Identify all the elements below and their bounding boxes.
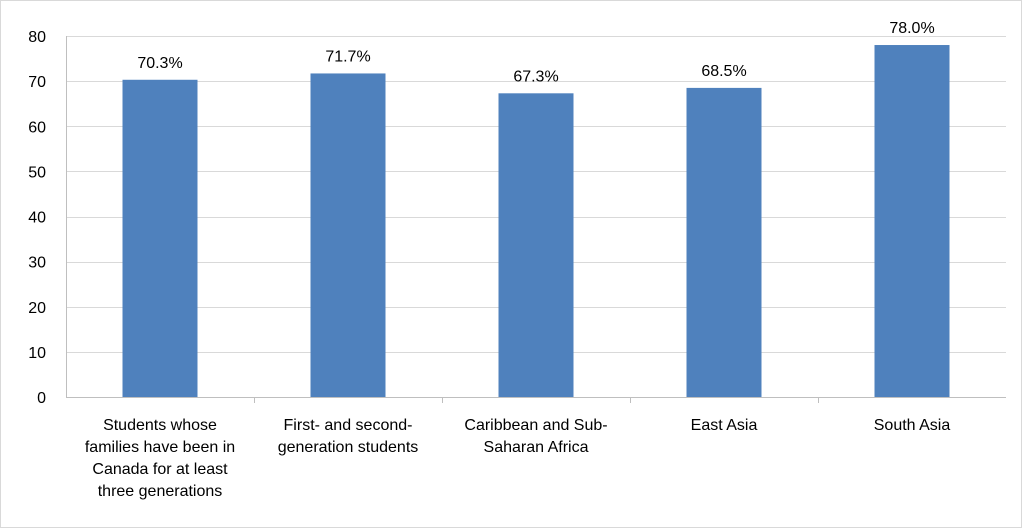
data-label: 68.5% bbox=[701, 63, 746, 80]
x-category-label-line: East Asia bbox=[691, 417, 758, 434]
x-category-label-line: Students whose bbox=[103, 417, 217, 434]
data-label: 78.0% bbox=[889, 20, 934, 37]
x-category-label-line: generation students bbox=[278, 439, 419, 456]
x-axis-categories: Students whose families have been in Canad… bbox=[85, 417, 951, 500]
x-category-label: South Asia bbox=[874, 417, 951, 434]
data-label: 71.7% bbox=[325, 48, 370, 65]
y-tick-label: 0 bbox=[37, 390, 46, 407]
bars bbox=[122, 45, 950, 398]
y-tick-label: 40 bbox=[28, 210, 46, 227]
axes bbox=[66, 36, 1006, 403]
y-tick-label: 30 bbox=[28, 255, 46, 272]
bar bbox=[122, 79, 198, 398]
x-category-label: First- and second-generation students bbox=[278, 417, 419, 456]
x-category-label-line: three generations bbox=[98, 483, 223, 500]
x-category-label-line: South Asia bbox=[874, 417, 951, 434]
y-tick-label: 70 bbox=[28, 74, 46, 91]
x-category-label: Caribbean and Sub- Saharan Africa bbox=[464, 417, 607, 456]
x-category-label: Students whose families have been in Canad… bbox=[85, 417, 235, 500]
bar bbox=[498, 93, 574, 397]
y-tick-label: 10 bbox=[28, 345, 46, 362]
x-category-label-line: families have been in bbox=[85, 439, 235, 456]
y-tick-label: 80 bbox=[28, 29, 46, 46]
x-category-label: East Asia bbox=[691, 417, 758, 434]
bar bbox=[686, 87, 762, 398]
bar bbox=[310, 73, 386, 398]
y-tick-label: 50 bbox=[28, 164, 46, 181]
y-tick-label: 60 bbox=[28, 119, 46, 136]
data-labels: 70.3% 71.7% 67.3% 68.5% 78.0% bbox=[137, 20, 934, 85]
x-category-label-line: First- and second- bbox=[284, 417, 413, 434]
y-tick-label: 20 bbox=[28, 300, 46, 317]
x-category-label-line: Caribbean and Sub- bbox=[464, 417, 607, 434]
y-axis-ticks: 0 10 20 30 40 50 60 70 80 bbox=[28, 29, 46, 407]
bar bbox=[874, 45, 950, 398]
data-label: 70.3% bbox=[137, 55, 182, 72]
x-category-label-line: Saharan Africa bbox=[484, 439, 589, 456]
x-category-label-line: Canada for at least bbox=[92, 461, 228, 478]
data-label: 67.3% bbox=[513, 68, 558, 85]
